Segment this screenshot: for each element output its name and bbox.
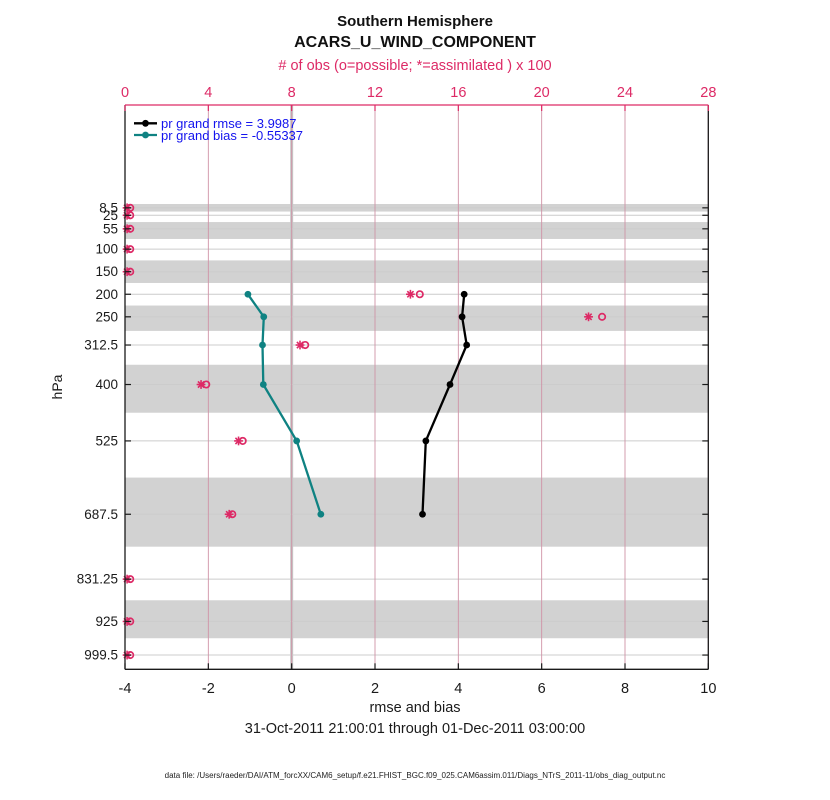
svg-text:400: 400: [95, 377, 118, 392]
svg-text:8: 8: [288, 85, 296, 101]
svg-text:24: 24: [617, 85, 633, 101]
top-axis-label: # of obs (o=possible; *=assimilated ) x …: [278, 58, 552, 74]
svg-text:150: 150: [95, 264, 118, 279]
svg-text:12: 12: [367, 85, 383, 101]
svg-text:0: 0: [121, 85, 129, 101]
chart-title-variable: ACARS_U_WIND_COMPONENT: [294, 34, 536, 51]
svg-text:8.5: 8.5: [99, 200, 118, 215]
legend-samples: [134, 119, 157, 139]
y-axis-label: hPa: [49, 374, 65, 400]
chart-title-region: Southern Hemisphere: [337, 13, 493, 30]
svg-text:925: 925: [95, 614, 118, 629]
svg-text:525: 525: [95, 433, 118, 448]
date-range-subtitle: 31-Oct-2011 21:00:01 through 01-Dec-2011…: [244, 721, 586, 737]
svg-text:16: 16: [450, 85, 466, 101]
svg-text:6: 6: [538, 681, 546, 697]
svg-text:312.5: 312.5: [84, 338, 118, 353]
svg-text:-4: -4: [119, 681, 132, 697]
axis-frame: [124, 104, 709, 670]
svg-text:2: 2: [371, 681, 379, 697]
svg-text:25: 25: [103, 208, 118, 223]
shaded-bands: [125, 204, 709, 639]
series-pr-grand-bias: [244, 290, 325, 518]
legend-rmse-label: pr grand rmse = 3.9987: [161, 116, 297, 131]
svg-text:4: 4: [454, 681, 462, 697]
svg-text:250: 250: [95, 309, 118, 324]
series-pr-grand-rmse: [419, 290, 471, 518]
svg-text:0: 0: [288, 681, 296, 697]
legend-bias-label: pr grand bias = -0.55337: [161, 128, 304, 143]
horizontal-gridlines: [125, 207, 709, 656]
bottom-axis-label: rmse and bias: [369, 700, 461, 716]
axis-ticks-and-labels: -4 -2 0 2 4 6 8 100 4 8 12 16 20 24 288.52555100150200…: [77, 85, 717, 697]
svg-text:-2: -2: [202, 681, 215, 697]
svg-text:10: 10: [700, 681, 716, 697]
data-file-footnote: data file: /Users/raeder/DAI/ATM_forcXX/…: [164, 771, 666, 780]
svg-text:8: 8: [621, 681, 629, 697]
svg-text:687.5: 687.5: [84, 507, 118, 522]
svg-text:28: 28: [700, 85, 716, 101]
svg-text:20: 20: [534, 85, 550, 101]
svg-text:831.25: 831.25: [77, 572, 118, 587]
svg-text:200: 200: [95, 287, 118, 302]
svg-text:100: 100: [95, 242, 118, 257]
svg-text:55: 55: [103, 221, 118, 236]
svg-text:4: 4: [204, 85, 212, 101]
svg-text:999.5: 999.5: [84, 648, 118, 663]
